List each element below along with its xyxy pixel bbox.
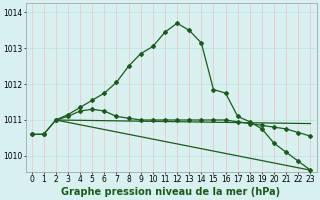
X-axis label: Graphe pression niveau de la mer (hPa): Graphe pression niveau de la mer (hPa) (61, 187, 281, 197)
